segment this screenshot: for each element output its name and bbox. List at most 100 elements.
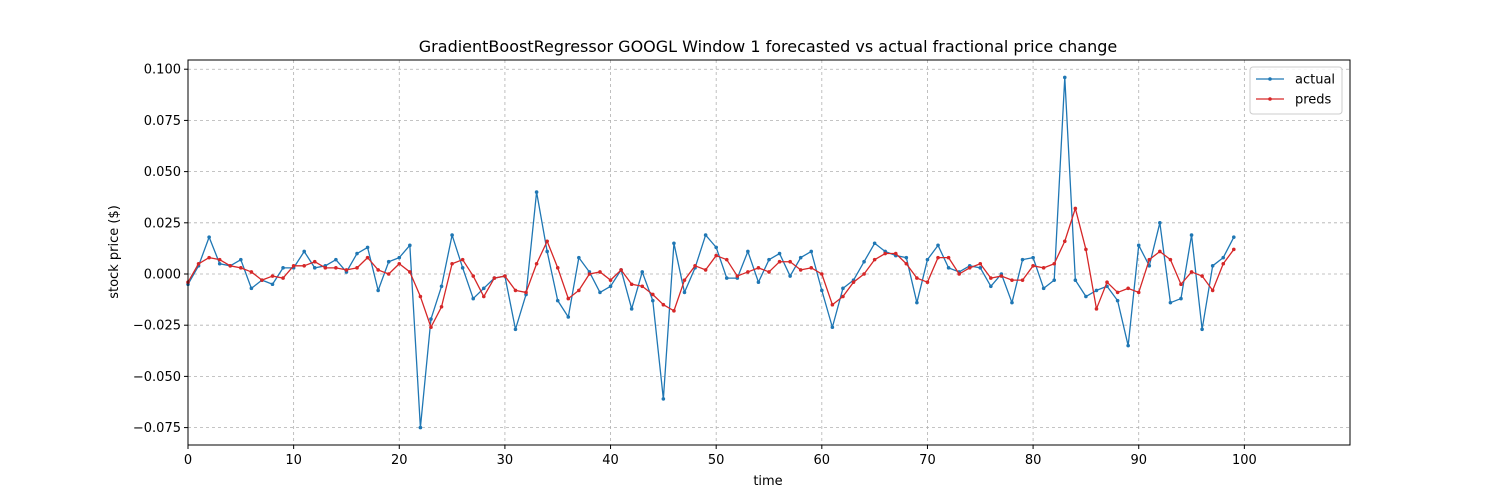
actual-point xyxy=(566,315,571,319)
preds-point xyxy=(957,272,961,276)
actual-point xyxy=(1020,257,1025,262)
preds-point xyxy=(386,272,391,276)
preds-point xyxy=(989,276,993,280)
actual-point xyxy=(703,233,708,237)
preds-point xyxy=(503,274,507,278)
preds-point xyxy=(408,270,412,274)
actual-point xyxy=(767,257,771,262)
preds-point xyxy=(1189,270,1194,274)
actual-point xyxy=(1232,235,1236,239)
preds-point xyxy=(1052,261,1057,266)
preds-point xyxy=(397,261,402,266)
actual-point xyxy=(1115,298,1120,303)
actual-point xyxy=(904,255,909,260)
preds-point xyxy=(893,251,898,256)
actual-point xyxy=(651,298,655,303)
preds-point xyxy=(883,251,887,256)
actual-point xyxy=(439,284,444,289)
x-tick-label: 0 xyxy=(184,453,192,468)
actual-line xyxy=(187,76,1235,429)
preds-point xyxy=(830,302,835,307)
preds-point xyxy=(291,264,296,268)
preds-point xyxy=(798,268,803,272)
preds-point xyxy=(1073,206,1078,211)
preds-point xyxy=(492,276,497,280)
preds-point xyxy=(629,282,634,287)
preds-point xyxy=(334,266,338,270)
actual-point xyxy=(513,327,518,332)
preds-point xyxy=(439,304,444,309)
preds-point xyxy=(587,272,592,276)
actual-point xyxy=(925,257,930,262)
preds-point xyxy=(376,268,380,272)
x-tick-label: 40 xyxy=(602,453,619,468)
preds-point xyxy=(904,261,909,266)
preds-point xyxy=(217,257,222,262)
preds-point xyxy=(228,264,233,268)
preds-point xyxy=(672,309,676,313)
preds-point xyxy=(746,270,750,274)
series-preds xyxy=(186,206,1236,330)
actual-point xyxy=(830,325,835,330)
legend-label-preds: preds xyxy=(1295,93,1332,108)
actual-point xyxy=(756,280,761,284)
actual-point xyxy=(1168,300,1173,305)
preds-point xyxy=(724,257,729,262)
actual-point xyxy=(841,286,845,291)
actual-point xyxy=(1147,264,1152,268)
preds-point xyxy=(260,278,264,282)
preds-point xyxy=(555,266,560,270)
actual-point xyxy=(270,282,275,287)
preds-point xyxy=(418,294,423,299)
preds-point xyxy=(661,302,666,307)
actual-point xyxy=(1041,286,1046,291)
preds-point xyxy=(936,255,940,260)
x-axis-label: time xyxy=(753,474,782,489)
preds-point xyxy=(1210,288,1215,293)
actual-point xyxy=(1094,288,1099,293)
actual-point xyxy=(555,298,560,303)
actual-point xyxy=(872,241,877,246)
actual-point xyxy=(365,245,370,250)
actual-point xyxy=(1031,255,1035,260)
actual-point xyxy=(1084,294,1088,299)
preds-point xyxy=(925,280,930,284)
axis-ticks: 0 10 20 30 40 50 60 70 80 90 100 −0.075 −0.050 −0.025… xyxy=(133,63,1257,468)
legend: actual preds xyxy=(1249,66,1343,115)
y-tick-label: −0.025 xyxy=(133,319,181,334)
preds-point xyxy=(978,261,983,266)
preds-point xyxy=(524,290,528,295)
y-tick-label: 0.025 xyxy=(144,216,181,231)
preds-point xyxy=(207,255,211,260)
preds-line xyxy=(187,207,1235,328)
legend-marker-preds xyxy=(1268,97,1272,101)
actual-point xyxy=(598,290,602,295)
actual-point xyxy=(1200,327,1204,332)
actual-point xyxy=(629,307,634,311)
actual-point xyxy=(661,397,666,401)
preds-point xyxy=(1115,290,1120,295)
actual-point xyxy=(217,261,222,266)
actual-point xyxy=(1010,300,1014,305)
preds-point xyxy=(312,259,317,264)
preds-point xyxy=(682,278,687,282)
preds-point xyxy=(1232,247,1236,252)
series-layer xyxy=(186,75,1236,430)
actual-point xyxy=(334,257,338,262)
x-tick-label: 10 xyxy=(285,453,302,468)
actual-point xyxy=(239,257,243,262)
preds-point xyxy=(735,274,740,278)
x-tick-label: 90 xyxy=(1130,453,1147,468)
actual-point xyxy=(534,190,539,194)
y-tick-label: −0.075 xyxy=(133,421,181,436)
actual-point xyxy=(481,286,486,291)
actual-point xyxy=(471,296,476,301)
preds-point xyxy=(513,288,518,293)
actual-point xyxy=(788,274,792,278)
preds-point xyxy=(999,274,1004,278)
preds-point xyxy=(820,272,824,276)
preds-point xyxy=(239,266,243,270)
actual-point xyxy=(640,270,645,274)
preds-point xyxy=(714,253,718,258)
preds-point xyxy=(1010,278,1014,282)
